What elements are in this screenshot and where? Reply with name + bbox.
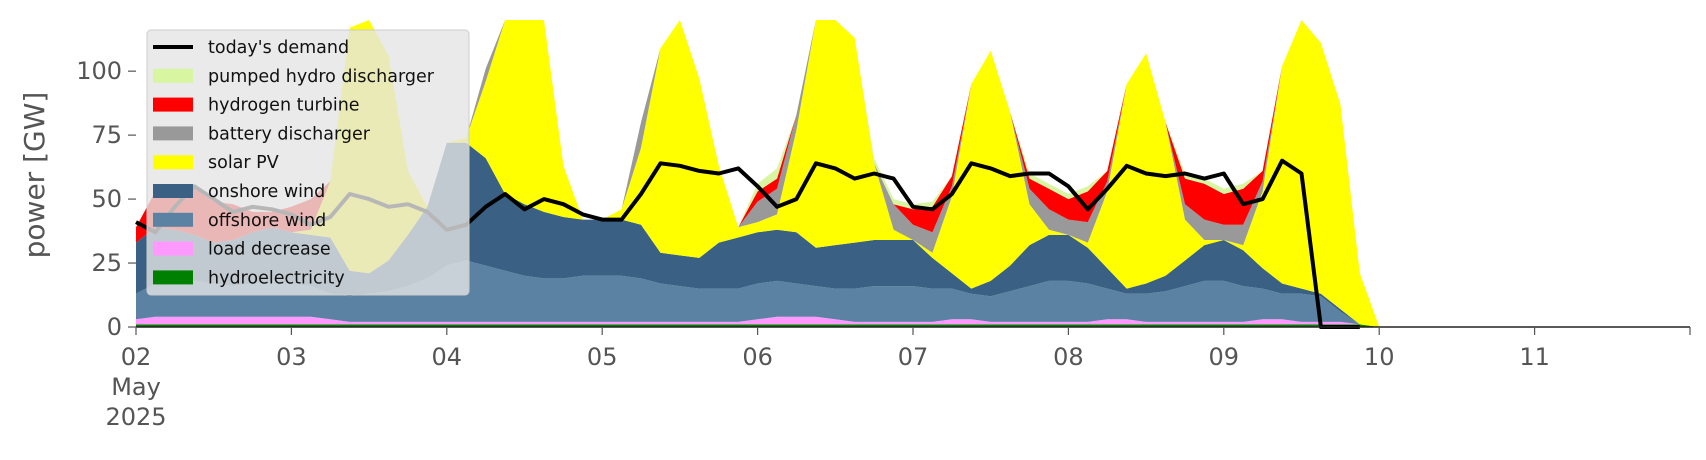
x-tick-label: 02 — [121, 343, 152, 371]
legend-swatch-pumped-hydro-discharger — [153, 68, 193, 83]
legend-swatch-onshore-wind — [153, 184, 193, 198]
legend-label-pumped-hydro-discharger: pumped hydro discharger — [208, 67, 435, 87]
x-tick-label: 08 — [1053, 343, 1084, 371]
x-tick-label: 04 — [432, 343, 463, 371]
y-tick-label: 50 — [91, 185, 122, 213]
x-tick-label: 05 — [587, 343, 618, 371]
legend-label-offshore-wind: offshore wind — [208, 211, 326, 231]
x-tick-label-month: May — [111, 373, 161, 401]
legend-label-today-s-demand: today's demand — [208, 38, 349, 58]
legend-label-onshore-wind: onshore wind — [208, 182, 325, 202]
y-tick-label: 100 — [76, 57, 122, 85]
legend-swatch-battery-discharger — [153, 126, 193, 141]
x-tick-label: 03 — [276, 343, 307, 371]
legend-swatch-solar-pv — [153, 155, 193, 170]
legend-swatch-offshore-wind — [153, 212, 193, 227]
x-tick-label: 06 — [742, 343, 773, 371]
y-tick-label: 0 — [107, 313, 122, 341]
x-tick-label-year: 2025 — [105, 403, 166, 431]
legend-swatch-hydroelectricity — [153, 270, 193, 285]
y-tick-label: 75 — [91, 121, 122, 149]
legend-swatch-load-decrease — [153, 241, 193, 256]
y-tick-label: 25 — [91, 249, 122, 277]
legend-label-solar-pv: solar PV — [208, 153, 279, 173]
legend: today's demand pumped hydro discharger hyd… — [146, 29, 470, 296]
x-tick-label: 09 — [1209, 343, 1240, 371]
x-tick-label: 07 — [898, 343, 929, 371]
legend-label-hydrogen-turbine: hydrogen turbine — [208, 96, 360, 116]
x-tick-label: 10 — [1364, 343, 1395, 371]
x-tick-label: 11 — [1519, 343, 1550, 371]
area-load-decrease — [136, 316, 1380, 327]
legend-box — [146, 29, 470, 296]
y-axis-title: power [GW] — [18, 92, 51, 259]
legend-label-load-decrease: load decrease — [208, 240, 331, 260]
legend-label-battery-discharger: battery discharger — [208, 124, 371, 144]
legend-swatch-hydrogen-turbine — [153, 97, 193, 112]
legend-label-hydroelectricity: hydroelectricity — [208, 268, 345, 288]
